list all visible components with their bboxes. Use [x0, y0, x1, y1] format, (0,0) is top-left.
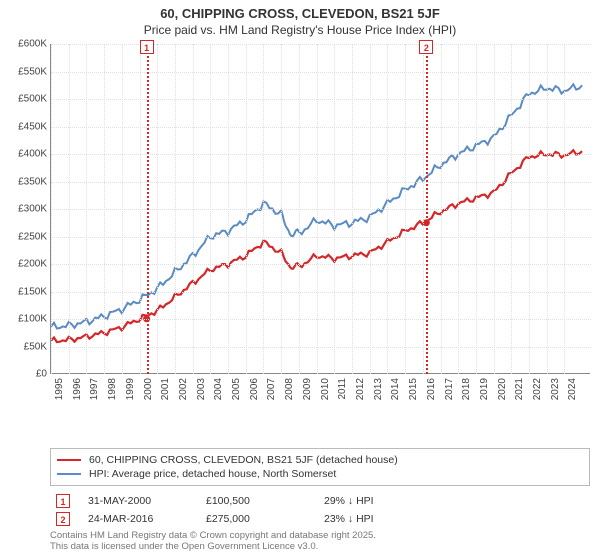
- xtick-label: 2017: [444, 378, 455, 400]
- legend: 60, CHIPPING CROSS, CLEVEDON, BS21 5JF (…: [50, 448, 590, 486]
- footer-line-1: Contains HM Land Registry data © Crown c…: [50, 530, 376, 541]
- ytick-label: £50K: [1, 341, 47, 352]
- ytick-label: £0: [1, 369, 47, 380]
- xtick-label: 2022: [532, 378, 543, 400]
- xtick-label: 2001: [160, 378, 171, 400]
- sale-pct: 23% ↓ HPI: [324, 513, 424, 525]
- series-hpi: [51, 84, 582, 328]
- sales-row: 1 31-MAY-2000 £100,500 29% ↓ HPI: [50, 492, 590, 510]
- xtick-label: 2003: [196, 378, 207, 400]
- sale-marker: 1: [140, 40, 154, 54]
- plot-area: £0£50K£100K£150K£200K£250K£300K£350K£400…: [50, 44, 590, 374]
- title-block: 60, CHIPPING CROSS, CLEVEDON, BS21 5JF P…: [0, 0, 600, 39]
- xtick-label: 2015: [408, 378, 419, 400]
- ytick-label: £250K: [1, 231, 47, 242]
- xtick-label: 2020: [497, 378, 508, 400]
- ytick-label: £350K: [1, 176, 47, 187]
- legend-row: HPI: Average price, detached house, Nort…: [57, 467, 583, 481]
- footer-line-2: This data is licensed under the Open Gov…: [50, 541, 376, 552]
- series-price_paid: [51, 150, 582, 342]
- xtick-label: 2008: [284, 378, 295, 400]
- ytick-label: £600K: [1, 39, 47, 50]
- xtick-label: 2018: [461, 378, 472, 400]
- xtick-label: 2012: [355, 378, 366, 400]
- xtick-label: 1995: [54, 378, 65, 400]
- sale-vline: [426, 44, 428, 374]
- ytick-label: £500K: [1, 94, 47, 105]
- sale-date: 31-MAY-2000: [88, 495, 188, 507]
- sale-marker: 2: [419, 40, 433, 54]
- sale-pct: 29% ↓ HPI: [324, 495, 424, 507]
- xtick-label: 1998: [107, 378, 118, 400]
- ytick-label: £100K: [1, 314, 47, 325]
- xtick-label: 2013: [373, 378, 384, 400]
- xtick-label: 1999: [125, 378, 136, 400]
- xtick-label: 1996: [72, 378, 83, 400]
- ytick-label: £300K: [1, 204, 47, 215]
- chart-area: £0£50K£100K£150K£200K£250K£300K£350K£400…: [50, 44, 590, 404]
- sale-num: 1: [56, 494, 70, 508]
- xtick-label: 2006: [249, 378, 260, 400]
- ytick-label: £150K: [1, 286, 47, 297]
- xtick-label: 2014: [390, 378, 401, 400]
- sale-num: 2: [56, 512, 70, 526]
- footer: Contains HM Land Registry data © Crown c…: [50, 530, 376, 553]
- ytick-label: £400K: [1, 149, 47, 160]
- xtick-label: 2024: [567, 378, 578, 400]
- chart-subtitle: Price paid vs. HM Land Registry's House …: [10, 23, 590, 37]
- ytick-label: £450K: [1, 121, 47, 132]
- sale-vline: [147, 44, 149, 374]
- xtick-label: 2009: [302, 378, 313, 400]
- chart-title: 60, CHIPPING CROSS, CLEVEDON, BS21 5JF: [10, 6, 590, 21]
- ytick-label: £200K: [1, 259, 47, 270]
- sales-row: 2 24-MAR-2016 £275,000 23% ↓ HPI: [50, 510, 590, 528]
- legend-swatch: [57, 473, 81, 475]
- xtick-label: 2002: [178, 378, 189, 400]
- xtick-label: 2021: [514, 378, 525, 400]
- xtick-label: 2010: [320, 378, 331, 400]
- xtick-label: 1997: [89, 378, 100, 400]
- xtick-label: 2016: [426, 378, 437, 400]
- sale-price: £275,000: [206, 513, 306, 525]
- xtick-label: 2004: [213, 378, 224, 400]
- legend-label: 60, CHIPPING CROSS, CLEVEDON, BS21 5JF (…: [89, 454, 398, 466]
- xtick-label: 2019: [479, 378, 490, 400]
- sale-date: 24-MAR-2016: [88, 513, 188, 525]
- legend-swatch: [57, 459, 81, 461]
- line-svg: [51, 44, 591, 374]
- ytick-label: £550K: [1, 66, 47, 77]
- sales-table: 1 31-MAY-2000 £100,500 29% ↓ HPI 2 24-MAR-201…: [50, 492, 590, 528]
- xtick-label: 2007: [266, 378, 277, 400]
- chart-container: 60, CHIPPING CROSS, CLEVEDON, BS21 5JF P…: [0, 0, 600, 560]
- xtick-label: 2000: [143, 378, 154, 400]
- legend-row: 60, CHIPPING CROSS, CLEVEDON, BS21 5JF (…: [57, 453, 583, 467]
- xtick-label: 2005: [231, 378, 242, 400]
- legend-label: HPI: Average price, detached house, Nort…: [89, 468, 336, 480]
- sale-price: £100,500: [206, 495, 306, 507]
- xtick-label: 2011: [337, 378, 348, 400]
- xtick-label: 2023: [550, 378, 561, 400]
